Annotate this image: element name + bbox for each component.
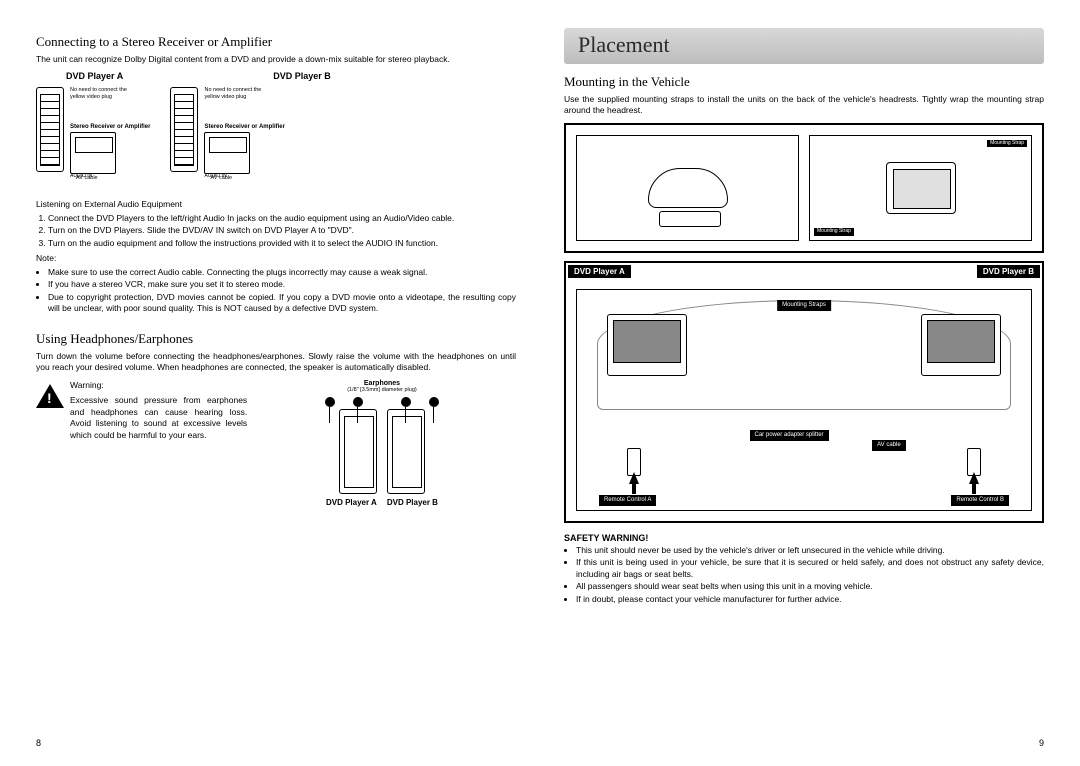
headphones-section: Using Headphones/Earphones Turn down the… [36,331,516,507]
earbud-icon [353,397,363,407]
headrest-box [576,135,799,241]
player-a-icon [36,87,64,172]
player-a-side-icon [339,409,377,494]
earbud-icon [401,397,411,407]
screen-left-icon [607,314,687,376]
unit-b: No need to connect the yellow video plug… [170,87,284,189]
safety-4: If in doubt, please contact your vehicle… [576,594,1044,605]
no-connect-note-a: No need to connect the yellow video plug [70,87,130,99]
screen-mount-box: Mounting Strap Mounting Strap [809,135,1032,241]
screen-right-icon [921,314,1001,376]
earphones-icon [325,397,439,407]
amplifier-a-icon [70,132,116,174]
stereo-rcv-label-a: Stereo Receiver or Amplifier [70,124,150,131]
strap-label-top: Mounting Strap [987,140,1027,148]
arrow-up-icon [629,472,639,484]
listen-steps: Connect the DVD Players to the left/righ… [36,213,516,249]
vd-label-b: DVD Player B [977,265,1040,278]
safety-2: If this unit is being used in your vehic… [576,557,1044,580]
earbud-icon [325,397,335,407]
av-cable-a: AV cable [76,175,150,181]
step-1: Connect the DVD Players to the left/righ… [48,213,516,224]
hp-row: Warning: Excessive sound pressure from e… [36,380,516,507]
warning-triangle-icon [36,384,64,408]
section-title: Placement [578,32,1030,58]
label-dvd-b: DVD Player B [273,71,331,81]
hp-unit-labels: DVD Player A DVD Player B [326,498,438,507]
vd-label-a: DVD Player A [568,265,631,278]
vd-inner: Mounting Straps Car power adapter splitt… [576,289,1032,511]
page-number-right: 9 [1039,738,1044,748]
section-header-bar: Placement [564,28,1044,64]
tag-av-cable: AV cable [872,440,906,451]
no-connect-note-b: No need to connect the yellow video plug [204,87,264,99]
hp-lbl-a: DVD Player A [326,498,377,507]
page-9: Placement Mounting in the Vehicle Use th… [540,0,1080,766]
warn-text: Excessive sound pressure from earphones … [70,395,247,441]
note-label: Note: [36,253,516,264]
tag-remote-b: Remote Control B [951,495,1009,506]
av-cable-b: AV cable [210,175,284,181]
stereo-diagram: No need to connect the yellow video plug… [36,83,516,193]
arrow-up-icon [969,472,979,484]
safety-title: SAFETY WARNING! [564,533,1044,543]
mount-intro: Use the supplied mounting straps to inst… [564,94,1044,117]
unit-a: No need to connect the yellow video plug… [36,87,150,189]
heading-stereo: Connecting to a Stereo Receiver or Ampli… [36,34,516,50]
dvd-labels-row: DVD Player A DVD Player B [36,71,516,81]
manual-spread: Connecting to a Stereo Receiver or Ampli… [0,0,1080,766]
hp-units [339,409,425,494]
earbud-icon [429,397,439,407]
amplifier-b-icon [204,132,250,174]
heading-mounting: Mounting in the Vehicle [564,74,1044,90]
player-b-side-icon [387,409,425,494]
tag-mounting-straps: Mounting Straps [777,300,831,311]
step-2: Turn on the DVD Players. Slide the DVD/A… [48,225,516,236]
headrest-icon [648,168,728,208]
warn-label: Warning: [70,380,247,391]
note-2: If you have a stereo VCR, make sure you … [48,279,516,290]
warning-block: Warning: Excessive sound pressure from e… [36,380,247,507]
note-3: Due to copyright protection, DVD movies … [48,292,516,315]
mounting-diagram: Mounting Strap Mounting Strap [564,123,1044,253]
page-number-left: 8 [36,738,41,748]
safety-list: This unit should never be used by the ve… [564,545,1044,605]
tag-remote-a: Remote Control A [599,495,656,506]
label-dvd-a: DVD Player A [66,71,123,81]
page-8: Connecting to a Stereo Receiver or Ampli… [0,0,540,766]
hp-diagram: Earphones (1/8" [3.5mm] diameter plug) D… [257,380,507,507]
earphones-sub: (1/8" [3.5mm] diameter plug) [347,387,417,393]
safety-warning: SAFETY WARNING! This unit should never b… [564,533,1044,605]
safety-1: This unit should never be used by the ve… [576,545,1044,556]
hp-lbl-b: DVD Player B [387,498,438,507]
hp-intro: Turn down the volume before connecting t… [36,351,516,374]
player-b-icon [170,87,198,172]
earphones-label: Earphones [364,380,400,387]
stereo-intro: The unit can recognize Dolby Digital con… [36,54,516,65]
note-1: Make sure to use the correct Audio cable… [48,267,516,278]
tag-car-power: Car power adapter splitter [750,430,829,441]
screen-back-icon [886,162,956,214]
strap-label-bottom: Mounting Strap [814,228,854,236]
step-3: Turn on the audio equipment and follow t… [48,238,516,249]
note-list: Make sure to use the correct Audio cable… [36,267,516,315]
listen-title: Listening on External Audio Equipment [36,199,516,210]
vehicle-diagram: DVD Player A DVD Player B Mounting Strap… [564,261,1044,523]
heading-headphones: Using Headphones/Earphones [36,331,516,347]
safety-3: All passengers should wear seat belts wh… [576,581,1044,592]
stereo-rcv-label-b: Stereo Receiver or Amplifier [204,124,284,131]
